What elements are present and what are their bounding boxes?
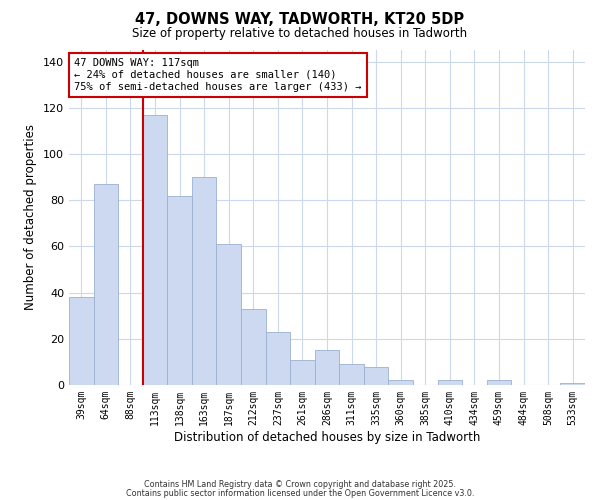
Text: 47, DOWNS WAY, TADWORTH, KT20 5DP: 47, DOWNS WAY, TADWORTH, KT20 5DP bbox=[136, 12, 464, 28]
Bar bbox=[167, 196, 192, 385]
Bar bbox=[315, 350, 339, 385]
Bar bbox=[487, 380, 511, 385]
Bar bbox=[560, 382, 585, 385]
Bar bbox=[388, 380, 413, 385]
Bar bbox=[266, 332, 290, 385]
Bar bbox=[192, 177, 217, 385]
Text: 47 DOWNS WAY: 117sqm
← 24% of detached houses are smaller (140)
75% of semi-deta: 47 DOWNS WAY: 117sqm ← 24% of detached h… bbox=[74, 58, 362, 92]
Text: Size of property relative to detached houses in Tadworth: Size of property relative to detached ho… bbox=[133, 28, 467, 40]
Bar bbox=[143, 114, 167, 385]
Bar bbox=[69, 297, 94, 385]
Bar bbox=[94, 184, 118, 385]
Y-axis label: Number of detached properties: Number of detached properties bbox=[25, 124, 37, 310]
Text: Contains HM Land Registry data © Crown copyright and database right 2025.: Contains HM Land Registry data © Crown c… bbox=[144, 480, 456, 489]
Bar bbox=[217, 244, 241, 385]
X-axis label: Distribution of detached houses by size in Tadworth: Distribution of detached houses by size … bbox=[174, 430, 480, 444]
Text: Contains public sector information licensed under the Open Government Licence v3: Contains public sector information licen… bbox=[126, 488, 474, 498]
Bar bbox=[437, 380, 462, 385]
Bar bbox=[290, 360, 315, 385]
Bar bbox=[364, 366, 388, 385]
Bar bbox=[241, 309, 266, 385]
Bar bbox=[339, 364, 364, 385]
